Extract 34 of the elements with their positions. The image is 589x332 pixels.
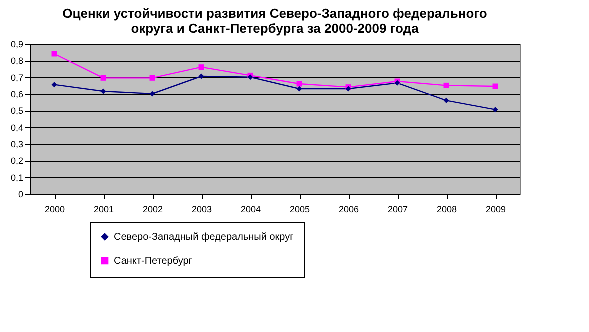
point [198,74,204,80]
point [492,107,498,113]
x-tick-label: 2009 [486,204,506,214]
y-tick-label: 0,9 [10,40,24,50]
x-tick-label: 2001 [94,204,114,214]
x-tick-label: 2005 [290,204,310,214]
x-tick-label: 2000 [44,204,66,214]
point [444,82,450,88]
y-tick-label: 0,6 [10,90,24,100]
point [150,75,156,81]
legend-label: Санкт-Петербург [114,256,193,267]
point [100,88,106,94]
point [296,86,302,92]
y-tick-label: 0 [18,190,24,200]
x-tick-label: 2004 [240,204,262,214]
point [52,82,58,88]
y-tick-label: 0,7 [10,72,24,83]
point [100,75,106,81]
point [198,64,204,70]
legend-label: Северо-Западный федеральный округ [114,232,294,243]
y-tick-label: 0,2 [10,156,24,166]
y-tick-label: 0,5 [10,106,24,116]
point [150,91,156,97]
y-tick-label: 0,8 [10,56,24,66]
chart-title: Оценки устойчивости развития Северо-Западного федерального округа и Санкт-Петербурга за 2000-2009 года [62,6,488,36]
x-tick-label: 2006 [338,204,360,214]
point [444,98,450,104]
y-tick-label: 0,1 [10,172,24,183]
x-tick-label: 2008 [436,204,458,214]
x-tick-label: 2007 [388,204,408,214]
y-tick-label: 0,4 [10,122,24,133]
x-tick-label: 2002 [142,204,164,214]
x-tick-label: 2003 [192,204,212,214]
y-tick-label: 0,3 [10,140,24,150]
